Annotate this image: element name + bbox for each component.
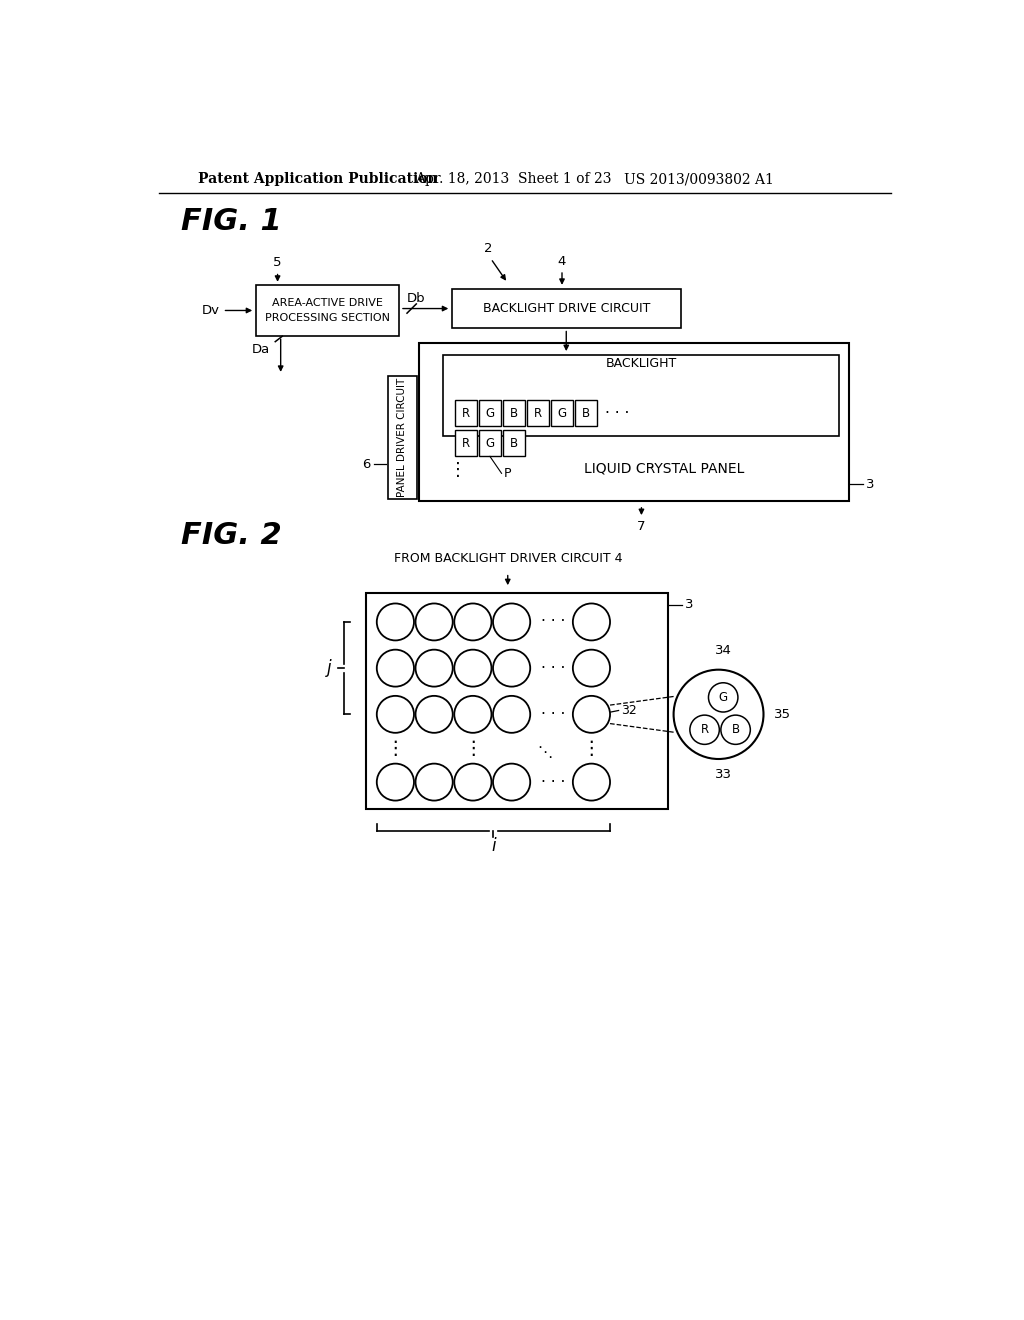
- Text: B: B: [510, 437, 518, 450]
- Text: 33: 33: [715, 768, 732, 781]
- Text: 6: 6: [362, 458, 371, 471]
- Bar: [575, 400, 597, 426]
- Text: ⋮: ⋮: [582, 739, 601, 758]
- Text: · · ·: · · ·: [541, 706, 565, 722]
- Text: ⋮: ⋮: [386, 739, 406, 758]
- Text: G: G: [557, 407, 566, 420]
- Text: FIG. 1: FIG. 1: [180, 207, 282, 236]
- Bar: [452, 289, 681, 327]
- Text: ⋮: ⋮: [463, 739, 482, 758]
- Text: 32: 32: [621, 704, 637, 717]
- Text: Da: Da: [252, 343, 270, 356]
- Text: Patent Application Publication: Patent Application Publication: [198, 172, 437, 186]
- Text: G: G: [719, 690, 728, 704]
- Text: AREA-ACTIVE DRIVE: AREA-ACTIVE DRIVE: [272, 298, 383, 308]
- Text: 7: 7: [637, 520, 646, 533]
- Bar: [256, 285, 399, 335]
- Text: BACKLIGHT DRIVE CIRCUIT: BACKLIGHT DRIVE CIRCUIT: [482, 302, 650, 315]
- Text: · · ·: · · ·: [541, 660, 565, 676]
- Text: BACKLIGHT: BACKLIGHT: [605, 358, 677, 371]
- Text: P: P: [504, 467, 511, 480]
- Text: Dv: Dv: [202, 304, 219, 317]
- Bar: [503, 400, 525, 426]
- Text: B: B: [510, 407, 518, 420]
- Text: · · ·: · · ·: [541, 775, 565, 789]
- Text: G: G: [485, 437, 495, 450]
- Text: 2: 2: [484, 242, 493, 255]
- Text: PANEL DRIVER CIRCUIT: PANEL DRIVER CIRCUIT: [397, 378, 408, 496]
- Text: B: B: [582, 407, 590, 420]
- Bar: [443, 355, 839, 436]
- Text: j: j: [327, 659, 331, 677]
- Text: 3: 3: [866, 478, 874, 491]
- Bar: [479, 400, 501, 426]
- Bar: [479, 430, 501, 457]
- Text: 4: 4: [558, 255, 566, 268]
- Text: ⋱: ⋱: [538, 744, 553, 759]
- Bar: [503, 430, 525, 457]
- Bar: [419, 343, 849, 502]
- Text: Db: Db: [407, 292, 426, 305]
- Bar: [455, 430, 477, 457]
- Text: 34: 34: [715, 644, 731, 657]
- Text: US 2013/0093802 A1: US 2013/0093802 A1: [624, 172, 774, 186]
- Text: 35: 35: [774, 708, 792, 721]
- Text: · · ·: · · ·: [541, 614, 565, 630]
- Bar: [551, 400, 572, 426]
- Text: R: R: [462, 407, 470, 420]
- Text: R: R: [534, 407, 542, 420]
- Bar: [455, 400, 477, 426]
- Text: B: B: [731, 723, 739, 737]
- Text: LIQUID CRYSTAL PANEL: LIQUID CRYSTAL PANEL: [585, 462, 744, 475]
- Text: R: R: [700, 723, 709, 737]
- Text: ⋮: ⋮: [450, 461, 467, 479]
- Text: FIG. 2: FIG. 2: [180, 521, 282, 550]
- Text: i: i: [492, 837, 496, 855]
- Bar: [388, 375, 417, 499]
- Text: FROM BACKLIGHT DRIVER CIRCUIT 4: FROM BACKLIGHT DRIVER CIRCUIT 4: [393, 552, 622, 565]
- Text: · · ·: · · ·: [605, 405, 630, 421]
- Text: G: G: [485, 407, 495, 420]
- Text: Apr. 18, 2013  Sheet 1 of 23: Apr. 18, 2013 Sheet 1 of 23: [415, 172, 611, 186]
- Text: R: R: [462, 437, 470, 450]
- Text: 3: 3: [685, 598, 693, 611]
- Bar: [527, 400, 549, 426]
- Bar: [366, 594, 669, 809]
- Text: 5: 5: [273, 256, 282, 268]
- Text: PROCESSING SECTION: PROCESSING SECTION: [265, 313, 390, 323]
